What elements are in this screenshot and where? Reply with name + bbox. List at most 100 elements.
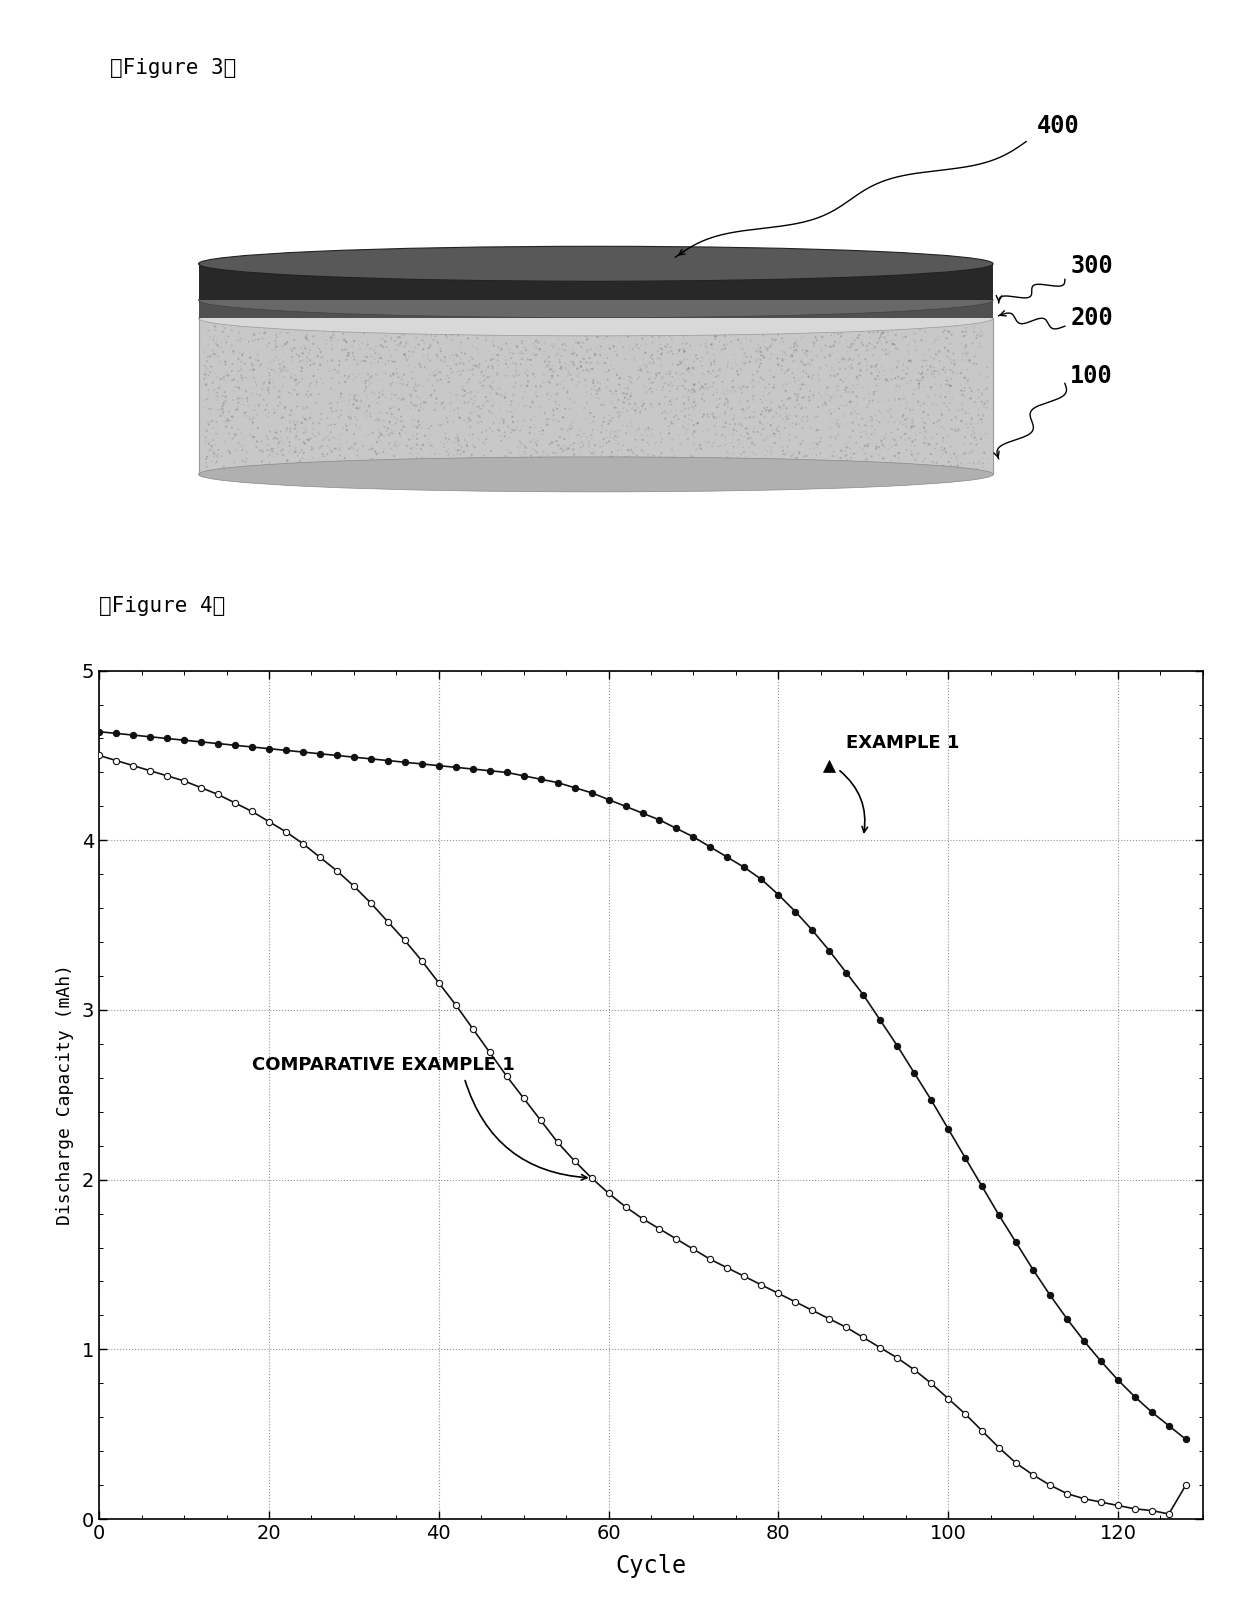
Point [295, 430, 315, 456]
Point [712, 336, 732, 361]
Point [258, 333, 278, 358]
Point [827, 454, 847, 480]
Point [650, 425, 670, 451]
Point [661, 321, 681, 347]
Point [314, 347, 334, 373]
Point [397, 347, 417, 373]
Point [502, 405, 522, 430]
Point [518, 347, 538, 373]
Point [894, 373, 914, 398]
Point [264, 374, 284, 400]
Point [650, 331, 670, 357]
Point [351, 349, 371, 374]
Point [205, 432, 224, 457]
Point [557, 437, 577, 462]
Point [608, 438, 627, 464]
Point [386, 328, 405, 353]
Point [952, 358, 972, 384]
Point [730, 357, 750, 382]
Point [412, 433, 432, 459]
Point [844, 451, 864, 477]
Point [241, 406, 260, 432]
Point [795, 373, 815, 398]
Point [614, 366, 634, 392]
Point [750, 453, 770, 478]
Point [720, 381, 740, 406]
Point [262, 337, 281, 363]
Point [671, 398, 691, 424]
Point [863, 414, 883, 440]
Point [734, 350, 754, 376]
Point [213, 400, 233, 425]
Point [441, 321, 461, 347]
Point [422, 453, 441, 478]
Point [549, 349, 569, 374]
Point [267, 334, 286, 360]
Point [587, 334, 606, 360]
Point [580, 350, 600, 376]
Point [668, 374, 688, 400]
Point [611, 437, 631, 462]
Point [662, 437, 682, 462]
Point [945, 440, 965, 465]
Point [340, 437, 360, 462]
Point [713, 414, 733, 440]
Point [243, 409, 263, 435]
Point [789, 457, 808, 483]
Point [755, 405, 775, 430]
Point [940, 397, 960, 422]
Point [605, 419, 625, 445]
Point [208, 334, 228, 360]
Point [432, 454, 451, 480]
Point [661, 337, 681, 363]
Point [689, 449, 709, 475]
Point [414, 390, 434, 416]
Point [201, 401, 221, 427]
Point [228, 385, 248, 411]
Point [450, 358, 470, 384]
Point [768, 353, 787, 379]
Point [289, 369, 309, 395]
Point [773, 456, 792, 481]
Point [460, 368, 480, 393]
Point [960, 376, 980, 401]
Point [663, 405, 683, 430]
Point [564, 352, 584, 377]
Point [960, 441, 980, 467]
Point [895, 406, 915, 432]
Point [768, 414, 787, 440]
Point [533, 457, 553, 483]
Point [940, 373, 960, 398]
Point [336, 347, 356, 373]
Point [311, 315, 331, 341]
Point [703, 374, 723, 400]
Point [336, 337, 356, 363]
Point [667, 376, 687, 401]
Point [697, 339, 717, 365]
Point [574, 445, 594, 470]
Point [846, 337, 866, 363]
Point [797, 405, 817, 430]
Point [755, 403, 775, 429]
Point [774, 441, 794, 467]
Point [811, 425, 831, 451]
Point [494, 414, 513, 440]
Point [804, 333, 823, 358]
Point [849, 363, 869, 389]
Point [706, 326, 725, 352]
Point [577, 323, 596, 349]
Point [701, 401, 720, 427]
Point [925, 358, 945, 384]
Point [662, 365, 682, 390]
Point [596, 417, 616, 443]
Point [236, 449, 255, 475]
Point [914, 341, 934, 366]
Point [722, 395, 742, 421]
Point [423, 373, 443, 398]
Point [310, 352, 330, 377]
Point [512, 341, 532, 366]
Point [745, 318, 765, 344]
Point [591, 443, 611, 469]
Point [311, 366, 331, 392]
Point [500, 449, 520, 475]
